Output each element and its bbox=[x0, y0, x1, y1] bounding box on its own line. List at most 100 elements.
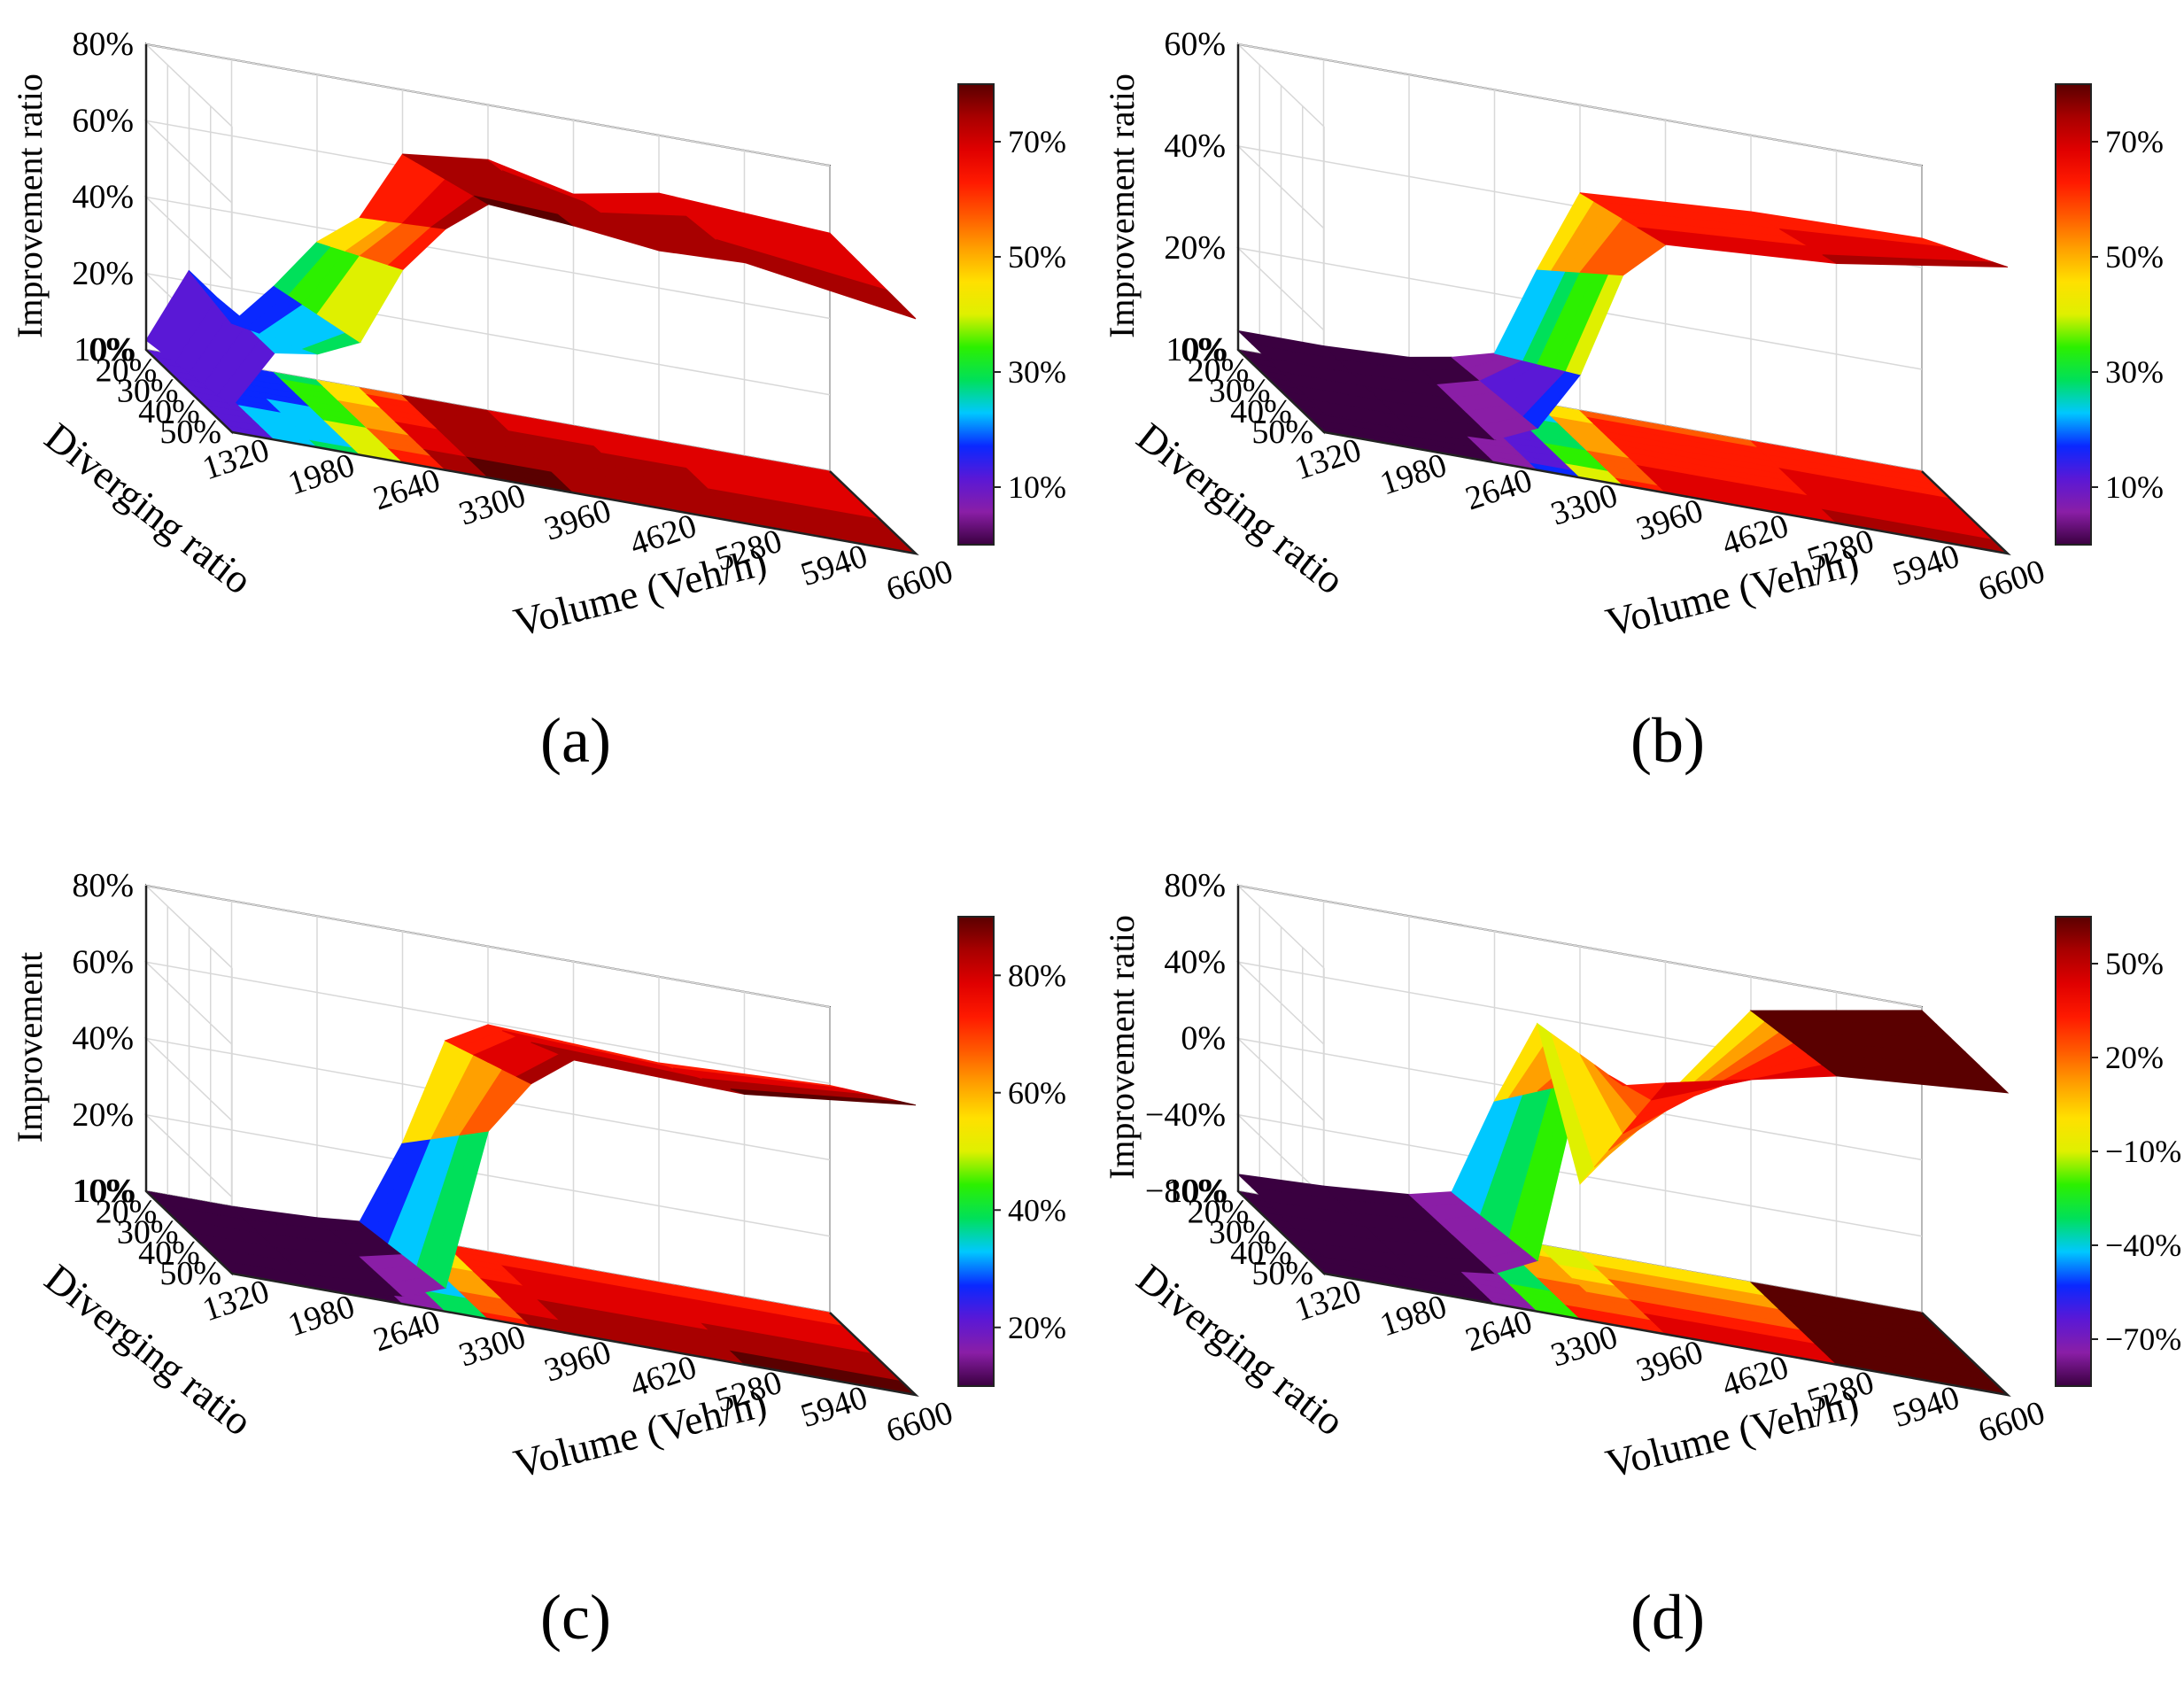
colorbar-tick-label: 60% bbox=[1008, 1075, 1066, 1111]
z-axis-label: Improvement ratio bbox=[10, 74, 50, 338]
y-tick-label: 50% bbox=[159, 414, 221, 451]
chart-panel-d: 1320 1980 2640 3300 3960 4620 5280 5940 660010%2… bbox=[1102, 867, 2181, 1653]
x-tick-label: 2640 bbox=[1461, 461, 1537, 517]
z-tick-label: 20% bbox=[72, 1096, 134, 1134]
axes bbox=[1236, 44, 2011, 555]
x-tick-label: 3960 bbox=[540, 1333, 616, 1389]
colorbar-tick-label: −40% bbox=[2105, 1228, 2181, 1263]
y-tick-label: 30% bbox=[1209, 373, 1271, 410]
axes bbox=[144, 886, 919, 1397]
z-axis-label: Improvement ratio bbox=[1102, 74, 1142, 338]
z-tick-label: 10% bbox=[72, 1173, 134, 1210]
axis-frame bbox=[1236, 44, 2011, 555]
z-tick-label: 20% bbox=[1164, 229, 1226, 267]
colorbar-tick-label: 10% bbox=[1008, 469, 1066, 505]
surface-facet bbox=[730, 1089, 917, 1106]
x-tick-label: 5940 bbox=[1888, 538, 1963, 593]
axis-frame bbox=[144, 886, 919, 1397]
colorbar-tick-label: 70% bbox=[2105, 124, 2164, 159]
x-tick-label: 3300 bbox=[1546, 476, 1622, 532]
x-tick-label: 6600 bbox=[882, 553, 957, 608]
x-tick-label: 3960 bbox=[540, 492, 616, 547]
x-tick-label: 5940 bbox=[1888, 1379, 1963, 1435]
surface-facet bbox=[1821, 1064, 2010, 1094]
z-tick-label: 20% bbox=[72, 255, 134, 292]
x-tick-label: 1980 bbox=[283, 446, 359, 502]
colorbar bbox=[957, 916, 995, 1387]
z-tick-label: 40% bbox=[72, 179, 134, 216]
x-tick-label: 3300 bbox=[454, 1318, 530, 1374]
x-tick-label: 6600 bbox=[1974, 553, 2049, 608]
axes bbox=[1236, 886, 2011, 1397]
colorbar-tick-label: 20% bbox=[1008, 1310, 1066, 1345]
y-tick-label: 40% bbox=[1230, 1235, 1292, 1272]
axes bbox=[144, 44, 919, 555]
x-tick-label: 2640 bbox=[369, 1303, 445, 1359]
x-tick-label: 1980 bbox=[1375, 446, 1451, 502]
surface-plot bbox=[145, 153, 917, 407]
z-tick-label: 40% bbox=[72, 1020, 134, 1058]
y-tick-label: 40% bbox=[138, 1235, 200, 1272]
x-tick-label: 5940 bbox=[796, 538, 871, 593]
z-tick-label: −80% bbox=[1145, 1173, 1226, 1210]
z-tick-label: 0% bbox=[89, 331, 134, 368]
colorbar bbox=[957, 83, 995, 546]
chart-panel-b: 1320 1980 2640 3300 3960 4620 5280 5940 660010%2… bbox=[1102, 26, 2164, 776]
y-tick-label: 10% bbox=[1166, 1173, 1228, 1210]
colorbar-tick-label: 50% bbox=[2105, 239, 2164, 275]
axis-frame bbox=[1236, 886, 2011, 1397]
axis-frame bbox=[144, 44, 919, 555]
surface-facet bbox=[730, 251, 917, 320]
colorbar-tick-label: −70% bbox=[2105, 1321, 2181, 1357]
z-tick-label: 60% bbox=[1164, 26, 1226, 63]
x-tick-label: 6600 bbox=[1974, 1394, 2049, 1450]
z-tick-label: 60% bbox=[72, 943, 134, 980]
y-tick-label: 30% bbox=[117, 373, 179, 410]
colorbar-tick-label: −10% bbox=[2105, 1134, 2181, 1169]
x-tick-label: 6600 bbox=[882, 1394, 957, 1450]
z-tick-label: 0% bbox=[1181, 1020, 1226, 1058]
surface-plot bbox=[144, 1024, 917, 1298]
colorbar-tick-label: 30% bbox=[1008, 354, 1066, 390]
colorbar-tick-label: 40% bbox=[1008, 1192, 1066, 1228]
y-tick-label: 20% bbox=[96, 1193, 158, 1230]
surface-plot bbox=[1236, 1010, 2010, 1274]
z-tick-label: 80% bbox=[72, 867, 134, 904]
colorbar-tick-label: 10% bbox=[2105, 469, 2164, 505]
panel-label: (a) bbox=[540, 705, 611, 776]
y-tick-label: 30% bbox=[117, 1214, 179, 1251]
y-tick-label: 30% bbox=[1209, 1214, 1271, 1251]
colorbar-tick-label: 70% bbox=[1008, 124, 1066, 159]
z-tick-label: 40% bbox=[1164, 943, 1226, 980]
colorbar-tick-label: 80% bbox=[1008, 957, 1066, 993]
y-tick-label: 40% bbox=[138, 393, 200, 430]
x-tick-label: 3960 bbox=[1632, 1333, 1708, 1389]
y-tick-label: 50% bbox=[159, 1255, 221, 1292]
z-tick-label: −40% bbox=[1145, 1096, 1226, 1134]
panel-label: (b) bbox=[1630, 705, 1705, 776]
chart-panel-a: 1320 1980 2640 3300 3960 4620 5280 5940 660010%2… bbox=[10, 26, 1066, 776]
surface-facet bbox=[571, 192, 675, 205]
floor-projection bbox=[144, 349, 918, 554]
chart-panel-c: 1320 1980 2640 3300 3960 4620 5280 5940 660010%2… bbox=[10, 867, 1066, 1653]
x-tick-label: 4620 bbox=[1717, 1348, 1793, 1404]
x-tick-label: 1980 bbox=[1375, 1288, 1451, 1344]
panel-label: (d) bbox=[1630, 1582, 1705, 1653]
y-tick-label: 10% bbox=[74, 1173, 136, 1210]
colorbar bbox=[2055, 83, 2092, 546]
colorbar-tick-label: 30% bbox=[2105, 354, 2164, 390]
panel-label: (c) bbox=[540, 1582, 611, 1653]
y-tick-label: 50% bbox=[1251, 414, 1313, 451]
x-tick-label: 2640 bbox=[1461, 1303, 1537, 1359]
z-tick-label: 80% bbox=[1164, 867, 1226, 904]
z-tick-label: 40% bbox=[1164, 128, 1226, 165]
x-tick-label: 4620 bbox=[1717, 507, 1793, 562]
z-axis-label: Improvement ratio bbox=[1102, 915, 1142, 1180]
surface-plot bbox=[1236, 191, 2009, 441]
y-tick-label: 20% bbox=[1188, 1193, 1250, 1230]
y-tick-label: 10% bbox=[1166, 331, 1228, 368]
y-tick-label: 40% bbox=[1230, 393, 1292, 430]
y-tick-label: 10% bbox=[74, 331, 136, 368]
colorbar bbox=[2055, 916, 2092, 1387]
